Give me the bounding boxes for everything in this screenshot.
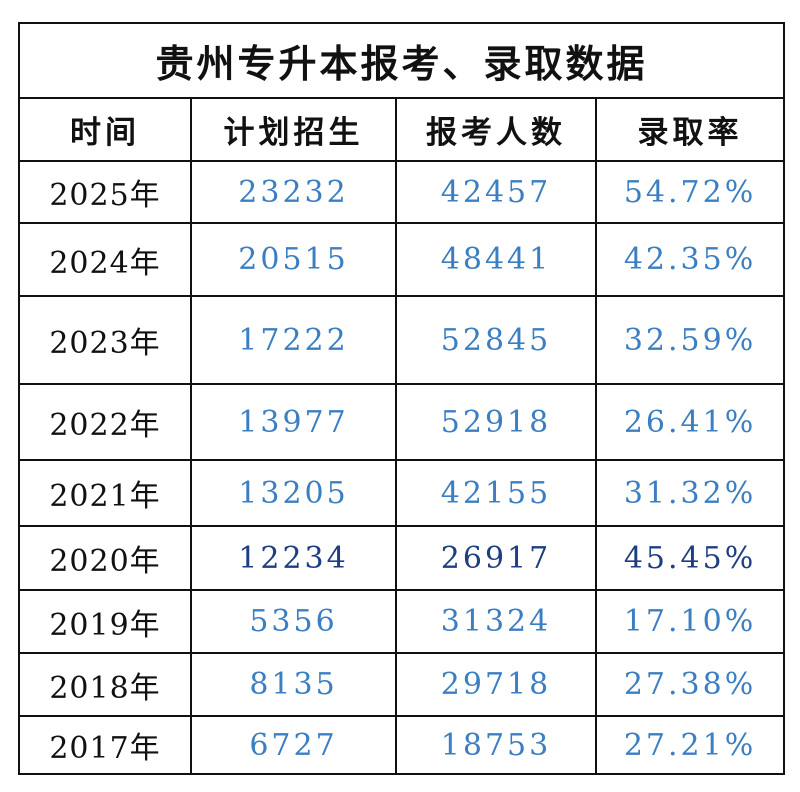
rate-cell: 27.21% <box>594 715 786 775</box>
table-row: 2022年 13977 52918 26.41% <box>18 383 786 461</box>
apply-cell: 18753 <box>395 715 597 775</box>
plan-cell: 12234 <box>190 525 397 591</box>
year-cell: 2021年 <box>18 459 192 527</box>
plan-cell: 13205 <box>190 459 397 527</box>
rate-cell: 27.38% <box>594 652 786 717</box>
table-row: 2025年 23232 42457 54.72% <box>18 160 786 224</box>
plan-cell: 6727 <box>190 715 397 775</box>
table-row: 2021年 13205 42155 31.32% <box>18 459 786 527</box>
year-cell: 2024年 <box>18 222 192 297</box>
rate-cell: 17.10% <box>594 589 786 654</box>
plan-cell: 20515 <box>190 222 397 297</box>
table-title: 贵州专升本报考、录取数据 <box>17 22 786 99</box>
title-row: 贵州专升本报考、录取数据 <box>17 22 786 99</box>
year-cell: 2018年 <box>18 652 192 717</box>
header-plan: 计划招生 <box>190 97 397 162</box>
year-cell: 2020年 <box>18 525 192 591</box>
rate-cell: 32.59% <box>594 295 786 385</box>
apply-cell: 29718 <box>395 652 597 717</box>
table-row: 2017年 6727 18753 27.21% <box>18 715 786 775</box>
apply-cell: 52845 <box>395 295 597 385</box>
rate-cell: 26.41% <box>594 383 786 461</box>
header-row: 时间 计划招生 报考人数 录取率 <box>18 97 786 162</box>
apply-cell: 42457 <box>395 160 597 224</box>
year-cell: 2019年 <box>18 589 192 654</box>
plan-cell: 5356 <box>190 589 397 654</box>
plan-cell: 8135 <box>190 652 397 717</box>
apply-cell: 26917 <box>395 525 597 591</box>
apply-cell: 48441 <box>395 222 597 297</box>
header-rate: 录取率 <box>594 97 786 162</box>
apply-cell: 31324 <box>395 589 597 654</box>
apply-cell: 52918 <box>395 383 597 461</box>
table-row: 2023年 17222 52845 32.59% <box>18 295 786 385</box>
plan-cell: 23232 <box>190 160 397 224</box>
rate-cell: 42.35% <box>594 222 786 297</box>
header-year: 时间 <box>18 97 192 162</box>
header-apply: 报考人数 <box>395 97 597 162</box>
year-cell: 2017年 <box>18 715 192 775</box>
table-row: 2018年 8135 29718 27.38% <box>18 652 786 717</box>
table-row: 2020年 12234 26917 45.45% <box>18 525 786 591</box>
rate-cell: 45.45% <box>594 525 786 591</box>
year-cell: 2025年 <box>18 160 192 224</box>
year-cell: 2022年 <box>18 383 192 461</box>
table-row: 2024年 20515 48441 42.35% <box>18 222 786 297</box>
admission-data-table: 贵州专升本报考、录取数据 时间 计划招生 报考人数 录取率 2025年 2323… <box>17 22 786 775</box>
plan-cell: 13977 <box>190 383 397 461</box>
rate-cell: 54.72% <box>594 160 786 224</box>
table-row: 2019年 5356 31324 17.10% <box>18 589 786 654</box>
year-cell: 2023年 <box>18 295 192 385</box>
rate-cell: 31.32% <box>594 459 786 527</box>
apply-cell: 42155 <box>395 459 597 527</box>
plan-cell: 17222 <box>190 295 397 385</box>
